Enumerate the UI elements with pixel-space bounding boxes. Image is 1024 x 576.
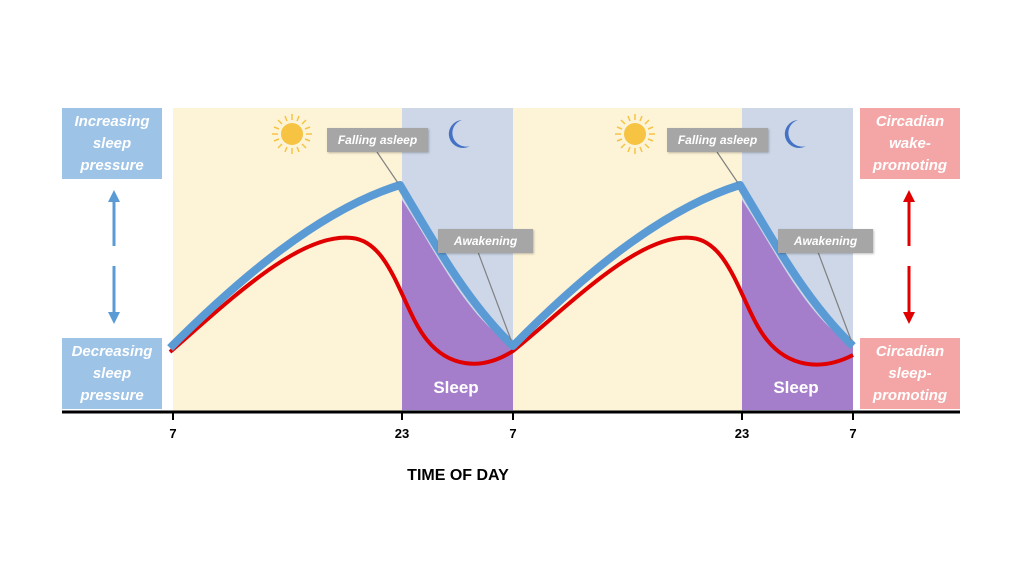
falling-asleep-pointer-2 [716,151,739,184]
sleep-pressure-curve [167,181,856,351]
decreasing-sleep-pressure-label: Decreasing sleep pressure [62,338,162,409]
sleep-region-1 [402,200,513,410]
tick-label-23-first: 23 [394,426,410,441]
sleep-region-label: Sleep [433,378,479,397]
circadian-double-arrow [903,190,915,324]
falling-asleep-callout: Falling asleep [327,128,428,152]
circadian-wake-promoting-label: Circadian wake- promoting [860,108,960,179]
sleep-region-2 [742,200,853,410]
awakening-callout: Awakening [778,229,873,253]
sun-icon [615,114,655,154]
circadian-sleep-promoting-label: Circadian sleep- promoting [860,338,960,409]
tick-label-7-middle: 7 [509,426,517,441]
tick-label-7-end: 7 [849,426,857,441]
sun-icon [272,114,312,154]
circadian-curve [168,235,854,367]
tick-label-7-start: 7 [169,426,177,441]
awakening-callout: Awakening [438,229,533,253]
moon-icon [784,120,806,148]
awakening-pointer-1 [477,251,512,341]
pressure-double-arrow [108,190,120,324]
tick-label-23-second: 23 [734,426,750,441]
falling-asleep-pointer-1 [376,151,399,184]
increasing-sleep-pressure-label: Increasing sleep pressure [62,108,162,179]
falling-asleep-callout: Falling asleep [667,128,768,152]
x-axis-title: TIME OF DAY [407,467,509,484]
moon-icon [448,120,470,148]
sleep-region-label: Sleep [773,378,819,397]
awakening-pointer-2 [817,251,852,341]
